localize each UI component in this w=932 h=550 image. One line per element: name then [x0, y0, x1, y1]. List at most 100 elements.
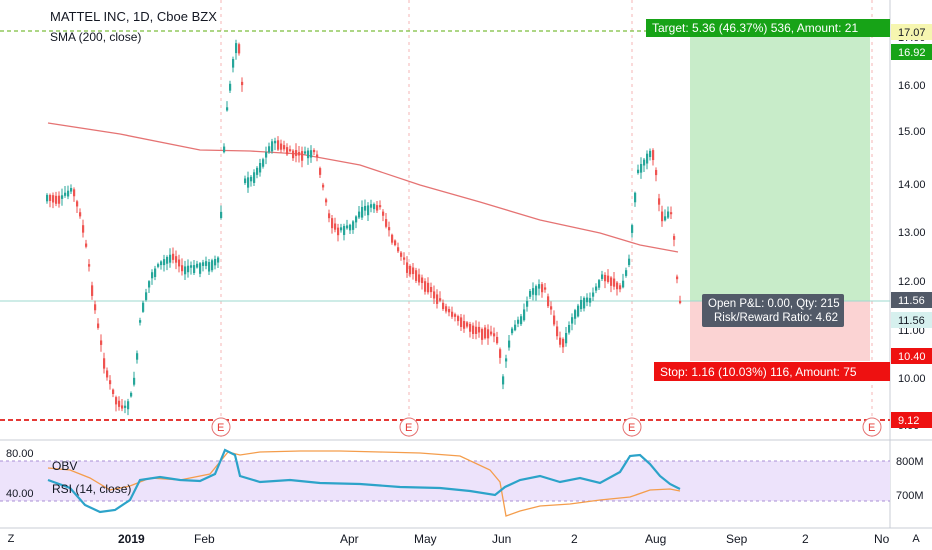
- candle-body[interactable]: [136, 353, 139, 360]
- candle-body[interactable]: [169, 254, 172, 263]
- candle-body[interactable]: [397, 247, 400, 252]
- candle-body[interactable]: [403, 257, 406, 260]
- candle-body[interactable]: [70, 188, 73, 192]
- candle-body[interactable]: [505, 358, 508, 362]
- candle-body[interactable]: [544, 287, 547, 290]
- candle-body[interactable]: [280, 143, 283, 150]
- candle-body[interactable]: [484, 327, 487, 339]
- candle-body[interactable]: [364, 205, 367, 211]
- candle-body[interactable]: [256, 167, 259, 175]
- candle-body[interactable]: [223, 146, 226, 153]
- candle-body[interactable]: [148, 281, 151, 288]
- candle-body[interactable]: [127, 401, 130, 410]
- candle-body[interactable]: [190, 265, 193, 268]
- candle-body[interactable]: [676, 276, 679, 280]
- candle-body[interactable]: [199, 263, 202, 274]
- candle-body[interactable]: [436, 294, 439, 304]
- candle-body[interactable]: [385, 219, 388, 227]
- candle-body[interactable]: [376, 205, 379, 211]
- candle-body[interactable]: [634, 192, 637, 203]
- candle-body[interactable]: [568, 324, 571, 333]
- candle-body[interactable]: [307, 150, 310, 159]
- candle-body[interactable]: [64, 192, 67, 196]
- candle-body[interactable]: [175, 256, 178, 263]
- candle-body[interactable]: [595, 286, 598, 291]
- candle-body[interactable]: [532, 288, 535, 295]
- candle-body[interactable]: [526, 300, 529, 307]
- candle-body[interactable]: [655, 169, 658, 176]
- candle-body[interactable]: [139, 320, 142, 323]
- candle-body[interactable]: [424, 281, 427, 292]
- candle-body[interactable]: [460, 317, 463, 327]
- candle-body[interactable]: [379, 205, 382, 208]
- candle-body[interactable]: [103, 358, 106, 369]
- candle-body[interactable]: [475, 326, 478, 334]
- candle-body[interactable]: [73, 189, 76, 197]
- candle-body[interactable]: [598, 280, 601, 288]
- candle-body[interactable]: [574, 310, 577, 319]
- candle-body[interactable]: [448, 308, 451, 313]
- candle-body[interactable]: [184, 266, 187, 275]
- candle-body[interactable]: [535, 286, 538, 296]
- candle-body[interactable]: [466, 322, 469, 327]
- candle-body[interactable]: [391, 234, 394, 243]
- candle-body[interactable]: [517, 319, 520, 324]
- candle-body[interactable]: [640, 164, 643, 173]
- candle-body[interactable]: [607, 275, 610, 282]
- candle-body[interactable]: [454, 314, 457, 317]
- candle-body[interactable]: [187, 265, 190, 273]
- earnings-marker-circle[interactable]: [211, 417, 231, 437]
- candle-body[interactable]: [625, 270, 628, 276]
- candle-body[interactable]: [340, 227, 343, 231]
- candle-body[interactable]: [463, 321, 466, 329]
- candle-body[interactable]: [565, 332, 568, 344]
- candle-body[interactable]: [61, 195, 64, 199]
- candle-body[interactable]: [214, 258, 217, 266]
- candle-body[interactable]: [430, 286, 433, 293]
- candle-body[interactable]: [646, 153, 649, 164]
- candle-body[interactable]: [178, 259, 181, 267]
- candle-body[interactable]: [478, 326, 481, 333]
- candle-body[interactable]: [283, 145, 286, 150]
- candle-body[interactable]: [88, 264, 91, 267]
- candle-body[interactable]: [226, 107, 229, 111]
- candle-body[interactable]: [586, 297, 589, 303]
- candle-body[interactable]: [667, 211, 670, 218]
- candle-body[interactable]: [142, 302, 145, 312]
- candle-body[interactable]: [523, 309, 526, 321]
- candle-body[interactable]: [124, 405, 127, 408]
- candle-body[interactable]: [208, 262, 211, 272]
- candle-body[interactable]: [160, 261, 163, 266]
- candle-body[interactable]: [580, 299, 583, 310]
- candle-body[interactable]: [493, 333, 496, 337]
- candle-body[interactable]: [82, 225, 85, 233]
- candle-body[interactable]: [349, 224, 352, 231]
- candle-body[interactable]: [361, 206, 364, 218]
- candle-body[interactable]: [406, 262, 409, 273]
- candle-body[interactable]: [571, 317, 574, 324]
- candle-body[interactable]: [46, 194, 49, 202]
- candle-body[interactable]: [358, 211, 361, 218]
- candle-body[interactable]: [439, 298, 442, 301]
- candle-body[interactable]: [58, 195, 61, 204]
- candle-body[interactable]: [433, 291, 436, 299]
- candle-body[interactable]: [166, 256, 169, 264]
- candle-body[interactable]: [118, 400, 121, 407]
- candle-body[interactable]: [241, 81, 244, 86]
- symbol-title[interactable]: MATTEL INC, 1D, Cboe BZX: [50, 9, 217, 24]
- candle-body[interactable]: [556, 326, 559, 337]
- candle-body[interactable]: [496, 336, 499, 344]
- candle-body[interactable]: [673, 236, 676, 240]
- candle-body[interactable]: [55, 195, 58, 204]
- candle-body[interactable]: [211, 260, 214, 271]
- candle-body[interactable]: [163, 259, 166, 266]
- candle-body[interactable]: [583, 297, 586, 309]
- candle-body[interactable]: [157, 264, 160, 267]
- candle-body[interactable]: [217, 257, 220, 263]
- candle-body[interactable]: [472, 325, 475, 335]
- candle-body[interactable]: [616, 282, 619, 290]
- candle-body[interactable]: [196, 263, 199, 268]
- candle-body[interactable]: [331, 218, 334, 229]
- candle-body[interactable]: [559, 337, 562, 345]
- candle-body[interactable]: [451, 311, 454, 317]
